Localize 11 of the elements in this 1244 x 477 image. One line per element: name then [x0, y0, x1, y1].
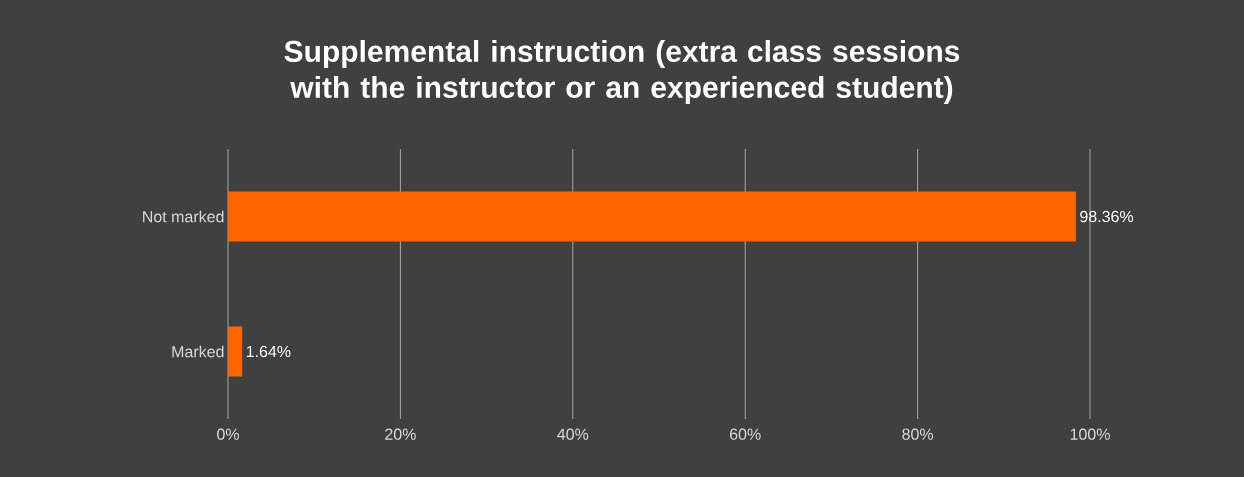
x-tick-label: 0%	[217, 428, 239, 440]
data-label: 98.36%	[1080, 210, 1134, 223]
x-tick-label: 80%	[902, 428, 934, 440]
data-label: 1.64%	[246, 345, 291, 358]
y-tick-label: Marked	[172, 345, 224, 358]
x-tick-label: 100%	[1070, 428, 1110, 440]
chart-title: Supplemental instruction (extra class sessions with the instructor or an experienced student)	[284, 40, 960, 104]
y-tick-label: Not marked	[143, 210, 224, 223]
x-tick-label: 60%	[730, 428, 761, 440]
x-tick-label: 40%	[557, 428, 589, 440]
x-tick-label: 20%	[385, 428, 416, 440]
